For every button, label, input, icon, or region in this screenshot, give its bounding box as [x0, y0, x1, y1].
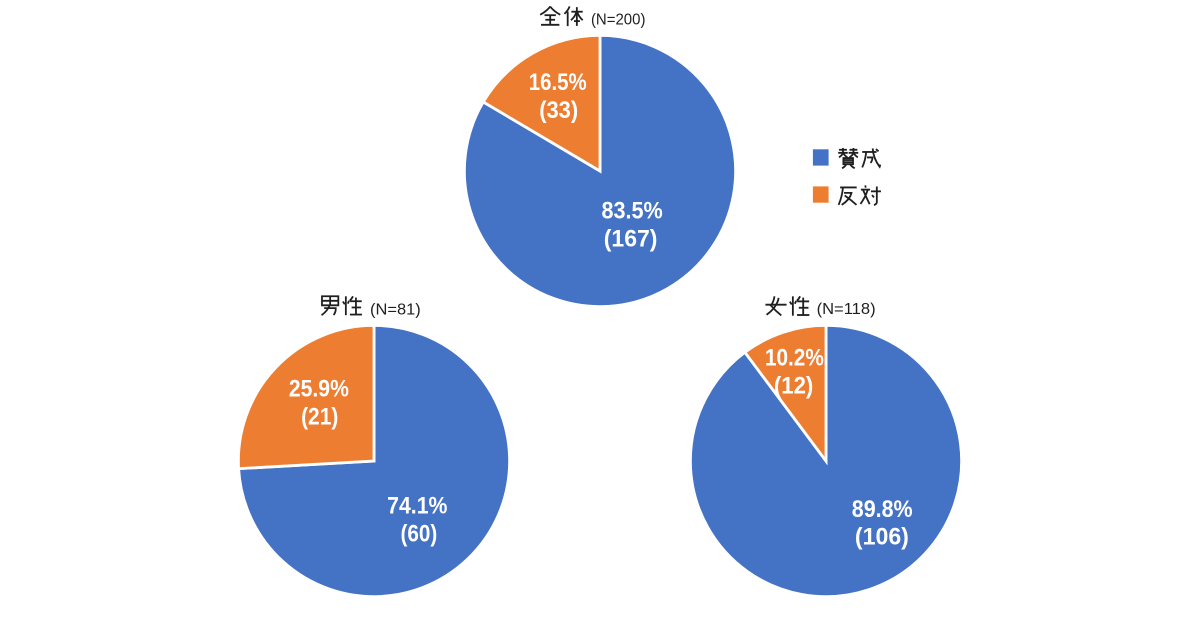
- svg-text:10.2%: 10.2%: [765, 345, 824, 372]
- svg-text:(106): (106): [855, 524, 909, 551]
- svg-text:(N=81): (N=81): [370, 302, 421, 319]
- svg-text:(21): (21): [301, 404, 338, 431]
- svg-text:(12): (12): [774, 372, 813, 399]
- svg-text:89.8%: 89.8%: [852, 496, 913, 523]
- svg-text:(N=118): (N=118): [817, 301, 876, 318]
- svg-text:(N=200): (N=200): [591, 11, 646, 28]
- svg-text:83.5%: 83.5%: [601, 198, 662, 225]
- svg-text:(33): (33): [539, 97, 578, 124]
- svg-text:25.9%: 25.9%: [289, 376, 349, 403]
- svg-text:(60): (60): [401, 520, 438, 547]
- svg-text:(167): (167): [604, 225, 658, 252]
- svg-text:16.5%: 16.5%: [529, 69, 587, 96]
- svg-text:74.1%: 74.1%: [387, 493, 447, 520]
